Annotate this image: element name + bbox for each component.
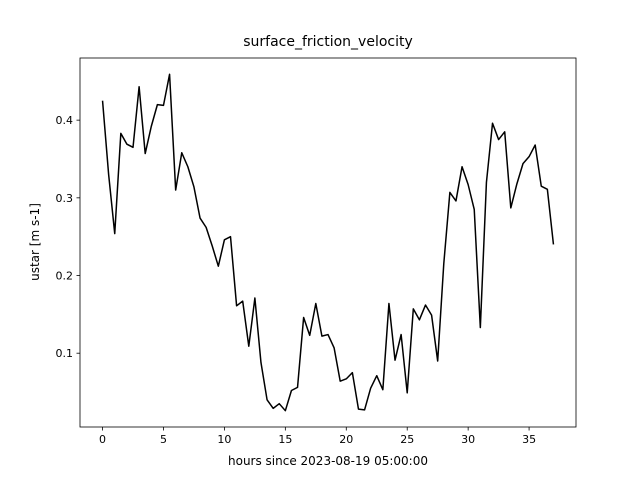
- x-axis-label: hours since 2023-08-19 05:00:00: [228, 454, 428, 468]
- chart-title: surface_friction_velocity: [243, 34, 413, 50]
- y-axis-label: ustar [m s-1]: [28, 203, 42, 281]
- x-tick-label: 5: [160, 433, 167, 446]
- x-tick-label: 20: [339, 433, 353, 446]
- x-tick-label: 10: [217, 433, 231, 446]
- axes-frame: [79, 57, 577, 428]
- x-tick-label: 0: [99, 433, 106, 446]
- y-tick-label: 0.4: [56, 114, 74, 127]
- x-tick-label: 25: [400, 433, 414, 446]
- y-tick-label: 0.1: [56, 347, 74, 360]
- x-tick-label: 30: [461, 433, 475, 446]
- y-tick-label: 0.2: [56, 270, 74, 283]
- y-tick-label: 0.3: [56, 192, 74, 205]
- x-tick-label: 15: [278, 433, 292, 446]
- data-series-line: [101, 73, 555, 412]
- x-tick-label: 35: [522, 433, 536, 446]
